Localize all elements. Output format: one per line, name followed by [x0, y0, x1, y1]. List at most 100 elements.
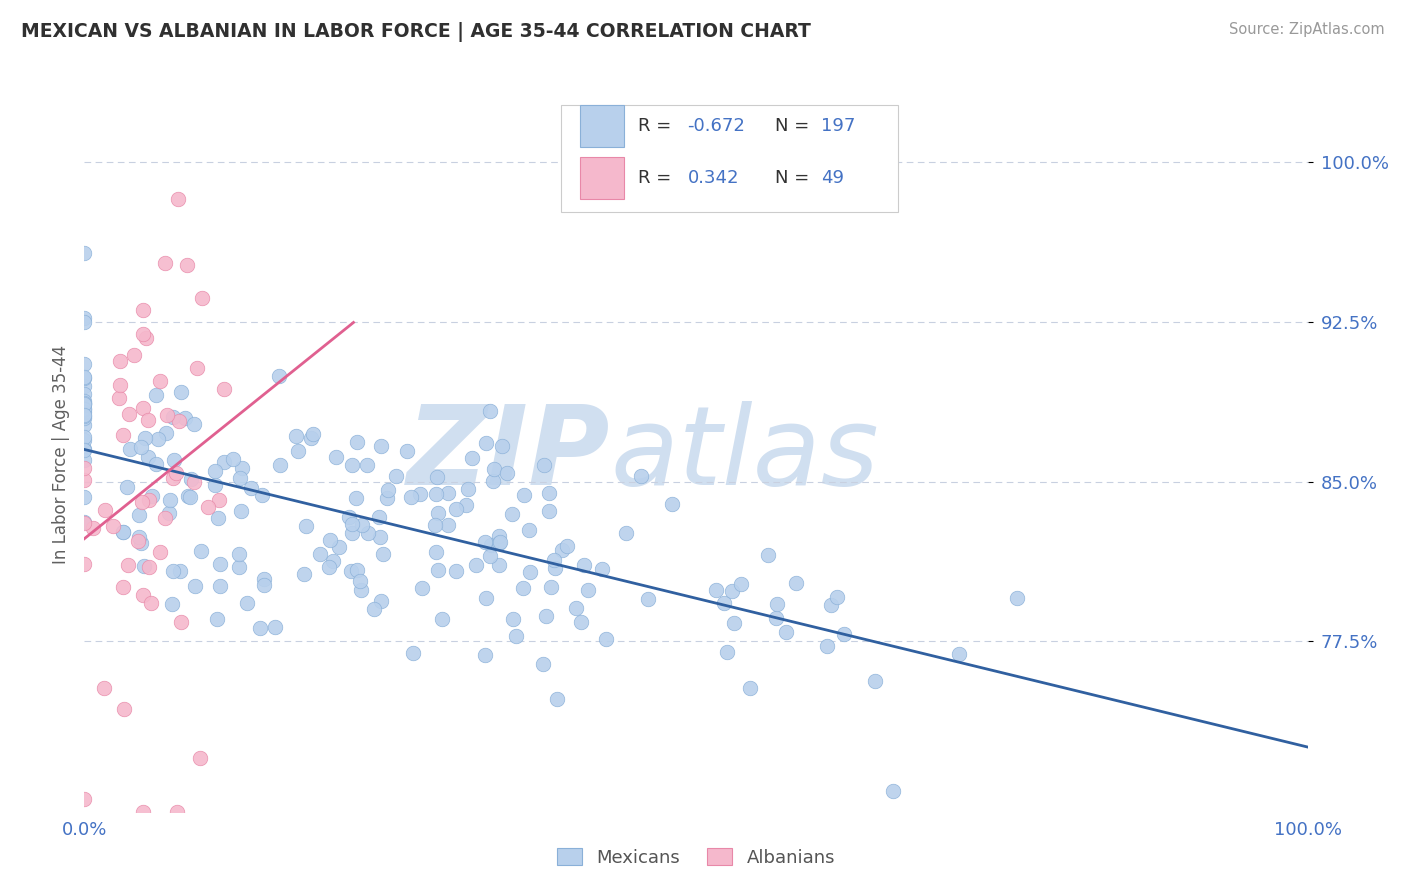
Point	[322, 554, 344, 568]
Point	[479, 538, 502, 552]
Point	[117, 408, 139, 422]
Point	[73, 442, 96, 457]
Point	[131, 495, 153, 509]
Point	[454, 498, 477, 512]
Point	[190, 291, 212, 305]
Point	[820, 598, 842, 612]
Point	[309, 547, 332, 561]
Text: Source: ZipAtlas.com: Source: ZipAtlas.com	[1229, 22, 1385, 37]
Point	[138, 493, 160, 508]
Point	[352, 518, 374, 533]
Point	[502, 612, 524, 626]
Point	[295, 519, 318, 533]
Text: R =: R =	[638, 117, 678, 135]
Point	[73, 401, 96, 416]
Point	[370, 594, 392, 608]
Point	[502, 508, 524, 522]
Point	[163, 453, 186, 467]
Point	[146, 432, 169, 446]
Point	[249, 621, 271, 635]
Point	[212, 455, 235, 469]
Point	[375, 491, 398, 505]
Point	[160, 597, 183, 611]
Point	[207, 511, 229, 525]
Point	[73, 433, 96, 447]
Point	[112, 427, 135, 442]
Point	[444, 564, 467, 578]
Point	[73, 442, 96, 457]
Point	[156, 408, 179, 422]
Point	[337, 509, 360, 524]
Point	[138, 560, 160, 574]
Point	[204, 477, 226, 491]
Point	[188, 751, 211, 765]
Point	[465, 558, 488, 573]
Point	[513, 488, 536, 502]
Point	[149, 374, 172, 388]
Point	[269, 458, 291, 473]
Point	[73, 396, 96, 410]
Point	[512, 582, 534, 596]
Point	[475, 591, 498, 605]
Point	[765, 611, 787, 625]
Point	[340, 458, 363, 472]
Point	[73, 315, 96, 329]
Point	[363, 601, 385, 615]
Point	[112, 702, 135, 716]
Point	[825, 590, 848, 604]
Point	[135, 331, 157, 345]
Point	[73, 417, 96, 432]
Point	[204, 464, 226, 478]
Point	[131, 805, 153, 819]
Point	[496, 466, 519, 480]
Point	[73, 357, 96, 371]
FancyBboxPatch shape	[579, 104, 624, 147]
Point	[815, 639, 838, 653]
Point	[536, 609, 558, 624]
Point	[127, 534, 149, 549]
Point	[368, 530, 391, 544]
Point	[159, 493, 181, 508]
Point	[350, 582, 373, 597]
Point	[427, 506, 450, 520]
Point	[228, 547, 250, 561]
Point	[73, 246, 96, 260]
Point	[716, 645, 738, 659]
Point	[107, 392, 129, 406]
Point	[73, 409, 96, 424]
Point	[73, 460, 96, 475]
Point	[284, 428, 307, 442]
Point	[73, 791, 96, 805]
Point	[538, 504, 561, 518]
Point	[591, 562, 613, 576]
Point	[208, 558, 231, 572]
Point	[131, 440, 153, 454]
Point	[112, 580, 135, 594]
Point	[325, 450, 347, 464]
Point	[120, 442, 142, 457]
Point	[544, 560, 567, 574]
Point	[239, 481, 262, 495]
Text: R =: R =	[638, 169, 678, 187]
Point	[637, 591, 659, 606]
Point	[208, 492, 231, 507]
Point	[236, 596, 259, 610]
Point	[569, 615, 592, 630]
Point	[630, 468, 652, 483]
Point	[555, 539, 578, 553]
Point	[430, 612, 453, 626]
Point	[73, 371, 96, 385]
Point	[253, 577, 276, 591]
Point	[460, 451, 482, 466]
Point	[73, 310, 96, 325]
Point	[132, 588, 155, 602]
Point	[346, 434, 368, 449]
Text: 0.342: 0.342	[688, 169, 740, 187]
Point	[474, 535, 496, 549]
Point	[108, 354, 131, 368]
Point	[319, 533, 342, 547]
Point	[73, 370, 96, 384]
Point	[229, 471, 252, 485]
Point	[457, 482, 479, 496]
Point	[402, 646, 425, 660]
